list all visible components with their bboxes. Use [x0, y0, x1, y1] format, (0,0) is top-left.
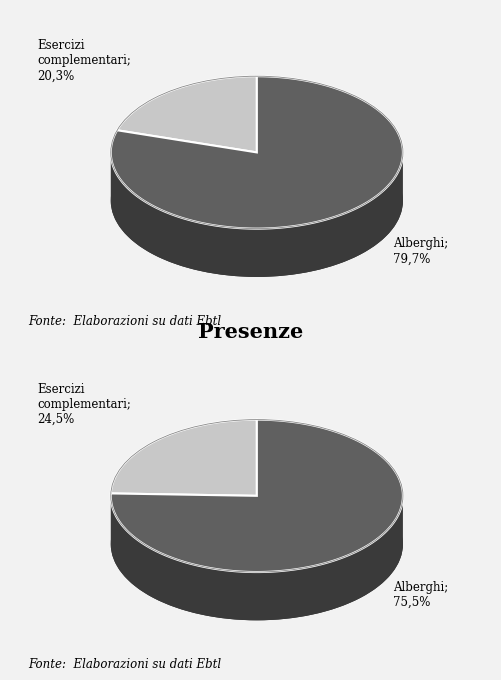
Polygon shape [111, 76, 403, 228]
Text: Fonte:  Elaborazioni su dati Ebtl: Fonte: Elaborazioni su dati Ebtl [28, 658, 221, 671]
Text: Esercizi
complementari;
20,3%: Esercizi complementari; 20,3% [37, 39, 131, 82]
Polygon shape [117, 76, 257, 152]
Text: Alberghi;
75,5%: Alberghi; 75,5% [393, 581, 448, 609]
Polygon shape [111, 420, 403, 572]
Ellipse shape [111, 468, 403, 620]
Polygon shape [111, 496, 403, 620]
Polygon shape [111, 420, 257, 496]
Text: Esercizi
complementari;
24,5%: Esercizi complementari; 24,5% [37, 383, 131, 426]
Title: Presenze: Presenze [198, 322, 303, 342]
Text: Fonte:  Elaborazioni su dati Ebtl: Fonte: Elaborazioni su dati Ebtl [28, 315, 221, 328]
Ellipse shape [111, 124, 403, 277]
Text: Alberghi;
79,7%: Alberghi; 79,7% [393, 237, 448, 265]
Polygon shape [111, 153, 403, 277]
